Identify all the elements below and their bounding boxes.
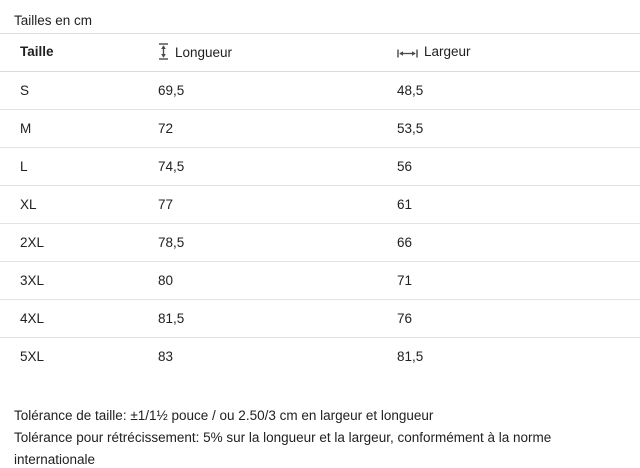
page-title: Tailles en cm <box>0 0 640 34</box>
longueur-cell: 83 <box>158 349 174 364</box>
size-cell: S <box>0 71 140 110</box>
size-cell: 3XL <box>0 261 140 300</box>
longueur-cell: 78,5 <box>140 223 379 262</box>
table-row: S 69,5 48,5 <box>0 71 640 110</box>
table-row: 5XL 83 81,5 <box>0 338 640 376</box>
largeur-cell: 53,5 <box>379 109 640 148</box>
size-table: Taille Longueur <box>0 34 640 375</box>
column-header-longueur: Longueur <box>140 34 379 72</box>
length-measure-icon <box>158 43 169 60</box>
largeur-cell: 48,5 <box>379 71 640 110</box>
size-cell: 4XL <box>0 299 140 338</box>
tolerance-notes: Tolérance de taille: ±1/1½ pouce / ou 2.… <box>0 375 632 468</box>
column-header-longueur-label: Longueur <box>175 45 233 60</box>
table-row: 3XL 80 71 <box>0 261 640 300</box>
column-header-largeur: Largeur <box>379 34 640 72</box>
largeur-cell: 66 <box>379 223 640 262</box>
tolerance-note-size: Tolérance de taille: ±1/1½ pouce / ou 2.… <box>14 408 434 423</box>
largeur-cell: 71 <box>379 261 640 300</box>
table-row: 4XL 81,5 76 <box>0 299 640 338</box>
largeur-cell: 61 <box>379 185 640 224</box>
tolerance-note-shrinkage: Tolérance pour rétrécissement: 5% sur la… <box>14 430 552 467</box>
longueur-cell: 72 <box>140 109 379 148</box>
table-row: M 72 53,5 <box>0 109 640 148</box>
size-table-body: S 69,5 48,5 M 72 53,5 L 74,5 56 XL 77 61… <box>0 71 640 376</box>
size-cell: XL <box>0 185 140 224</box>
largeur-cell: 76 <box>379 299 640 338</box>
largeur-cell: 56 <box>379 147 640 186</box>
longueur-cell: 74,5 <box>140 147 379 186</box>
longueur-cell: 80 <box>140 261 379 300</box>
table-row: L 74,5 56 <box>0 147 640 186</box>
longueur-cell: 69,5 <box>140 71 379 110</box>
width-measure-icon <box>397 48 418 59</box>
longueur-cell: 77 <box>140 185 379 224</box>
size-cell: L <box>0 147 140 186</box>
size-cell: 2XL <box>0 223 140 262</box>
size-cell: 5XL <box>20 349 45 364</box>
longueur-cell: 81,5 <box>140 299 379 338</box>
table-row: 2XL 78,5 66 <box>0 223 640 262</box>
table-row: XL 77 61 <box>0 185 640 224</box>
table-header-row: Taille Longueur <box>0 34 640 72</box>
largeur-cell: 81,5 <box>397 349 424 364</box>
column-header-taille: Taille <box>0 34 140 72</box>
column-header-largeur-label: Largeur <box>424 44 471 59</box>
size-cell: M <box>0 109 140 148</box>
